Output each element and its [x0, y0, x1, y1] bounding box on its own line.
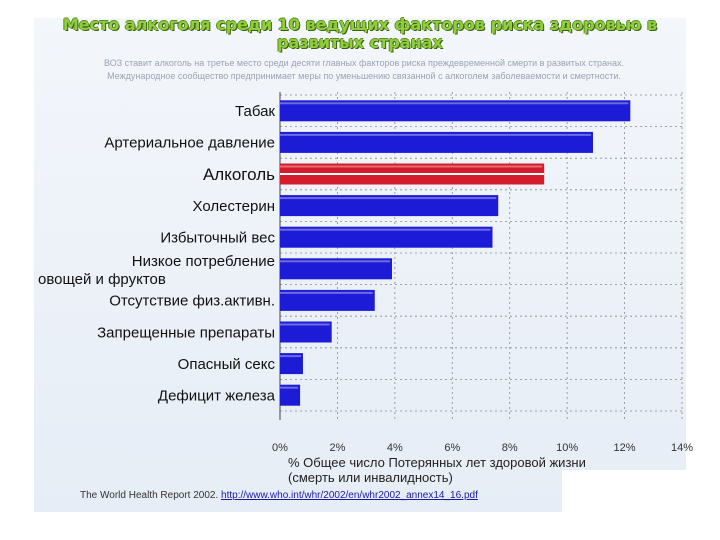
category-label: Запрещенные препараты	[97, 324, 275, 341]
bar-gloss	[280, 323, 330, 326]
x-axis-label: % Общее число Потерянных лет здоровой жи…	[280, 455, 680, 485]
bar	[280, 258, 392, 280]
bar	[280, 100, 631, 122]
bar-gloss	[280, 133, 591, 136]
bars	[280, 100, 631, 406]
source-text: The World Health Report 2002.	[80, 490, 222, 501]
source-citation: The World Health Report 2002. http://www…	[80, 490, 478, 501]
subtitle: ВОЗ ставит алкоголь на третье место сред…	[44, 57, 684, 83]
bar	[280, 289, 375, 311]
bar	[280, 384, 301, 406]
title-line-1: Место алкоголя среди 10 ведущих факторов…	[62, 15, 658, 34]
x-axis-label-line-1: % Общее число Потерянных лет здоровой жи…	[288, 455, 586, 470]
x-tick-label: 10%	[556, 442, 578, 454]
category-label-highlighted: Алкоголь	[203, 165, 275, 184]
category-label: Табак	[235, 103, 275, 120]
bar-gloss	[280, 260, 390, 263]
x-tick-label: 14%	[671, 442, 693, 454]
page-title: Место алкоголя среди 10 ведущих факторов…	[34, 16, 686, 52]
corner-patch	[562, 470, 686, 512]
bar-gloss	[280, 291, 373, 294]
category-labels: Табак Артериальное давление Алкоголь Холест…	[38, 103, 276, 404]
x-tick-label: 2%	[329, 442, 345, 454]
bar	[280, 195, 499, 217]
x-tick-labels: 0% 2% 4% 6% 8% 10% 12% 14%	[272, 442, 693, 454]
x-tick-label: 4%	[387, 442, 403, 454]
category-label: Холестерин	[193, 198, 276, 215]
bar	[280, 226, 493, 248]
title-line-2: развитых странах	[277, 33, 443, 52]
bar	[280, 321, 332, 343]
bar	[280, 131, 593, 153]
subtitle-line-1: ВОЗ ставит алкоголь на третье место сред…	[104, 58, 624, 68]
source-link[interactable]: http://www.who.int/whr/2002/en/whr2002_a…	[221, 490, 478, 501]
x-tick-label: 0%	[272, 442, 288, 454]
bar-gloss	[280, 355, 301, 358]
category-label: Опасный секс	[178, 356, 276, 373]
bar-gloss	[280, 102, 629, 105]
category-label: Дефицит железа	[158, 387, 276, 404]
category-label-line: овощей и фруктов	[38, 271, 166, 288]
bar-gloss	[280, 386, 299, 389]
bar-gloss	[280, 165, 543, 168]
x-tick-label: 6%	[444, 442, 460, 454]
category-label: Отсутствие физ.активн.	[109, 293, 275, 310]
category-label: Избыточный вес	[160, 229, 275, 246]
category-label: Артериальное давление	[104, 135, 275, 152]
x-tick-label: 8%	[502, 442, 518, 454]
bar-gloss	[280, 197, 497, 200]
x-axis-label-line-2: (смерть или инвалидность)	[288, 470, 453, 485]
bar-gloss	[280, 228, 491, 231]
category-label-line: Низкое потребление	[132, 253, 275, 270]
x-tick-label: 12%	[614, 442, 636, 454]
subtitle-line-2: Международное сообщество предпринимает м…	[107, 71, 621, 81]
bar	[280, 353, 303, 375]
category-label: Низкое потребление овощей и фруктов	[38, 253, 275, 288]
